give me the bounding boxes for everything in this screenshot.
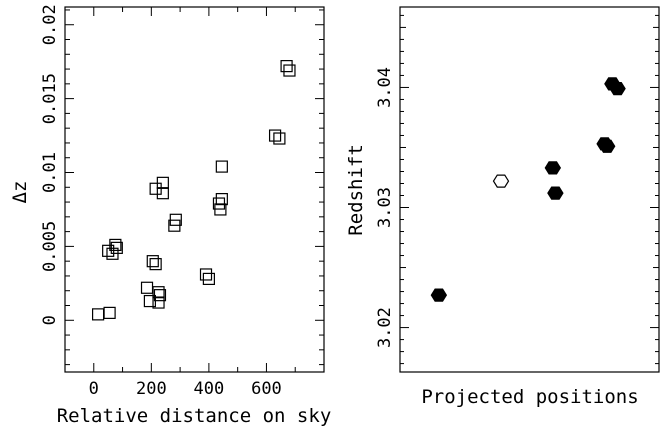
- data-point-square: [149, 258, 162, 271]
- left-y-tick-label: 0.005: [40, 221, 60, 272]
- left-ticks: 0 200 400 600 0 0.005 0.01 0.015 0.02: [40, 4, 325, 399]
- data-point-hexagon-open: [492, 174, 510, 188]
- right-y-tick-label: 3.04: [375, 67, 395, 108]
- data-point-square: [202, 272, 215, 286]
- data-point-square: [91, 308, 105, 321]
- data-point-square: [152, 296, 165, 309]
- data-point-hexagon-filled: [609, 82, 626, 96]
- right-y-tick-label: 3.03: [375, 187, 395, 228]
- left-y-axis-title: Δz: [9, 181, 31, 204]
- data-point-hexagon-filled: [544, 161, 562, 175]
- data-point-square: [153, 289, 167, 302]
- left-y-tick-label: 0.015: [40, 73, 60, 124]
- data-point-square: [156, 187, 169, 200]
- left-x-axis-title: Relative distance on sky: [57, 405, 332, 427]
- right-y-tick-label: 3.02: [375, 307, 395, 348]
- data-point-square: [215, 193, 228, 206]
- left-plot-frame: [64, 6, 325, 373]
- data-point-hexagon-filled: [430, 288, 448, 302]
- right-points: [430, 77, 626, 302]
- left-x-tick-label: 600: [251, 379, 282, 399]
- left-panel: 0 200 400 600 0 0.005 0.01 0.015 0.02 Relative d…: [9, 4, 331, 427]
- data-point-square: [146, 255, 159, 268]
- data-point-square: [280, 60, 293, 73]
- left-x-tick-label: 200: [136, 379, 167, 399]
- data-point-square: [109, 238, 122, 252]
- left-x-tick-label: 400: [194, 379, 225, 399]
- data-point-square: [273, 132, 286, 145]
- right-panel: 3.02 3.03 3.04 Projected positions Redshif…: [345, 6, 660, 408]
- data-point-square: [103, 306, 116, 319]
- right-y-axis-title: Redshift: [345, 144, 367, 236]
- right-plot-frame: [399, 6, 660, 373]
- data-point-square: [140, 281, 154, 294]
- data-point-hexagon-filled: [598, 139, 616, 153]
- left-x-tick-label: 0: [89, 379, 99, 399]
- data-point-square: [199, 268, 213, 281]
- data-point-square: [214, 203, 227, 216]
- right-ticks: 3.02 3.03 3.04: [375, 14, 659, 365]
- data-point-square: [152, 286, 165, 299]
- data-point-square: [156, 176, 169, 189]
- data-point-hexagon-filled: [547, 186, 564, 200]
- data-point-square: [215, 160, 228, 173]
- left-y-tick-label: 0: [40, 315, 60, 325]
- left-y-tick-label: 0.02: [40, 4, 60, 45]
- right-x-axis-title: Projected positions: [421, 386, 638, 408]
- data-point-square: [268, 129, 282, 142]
- data-point-square: [283, 64, 296, 77]
- data-point-square: [169, 213, 182, 226]
- data-point-square: [110, 241, 123, 254]
- left-points: [91, 60, 296, 321]
- left-y-tick-label: 0.01: [40, 152, 60, 193]
